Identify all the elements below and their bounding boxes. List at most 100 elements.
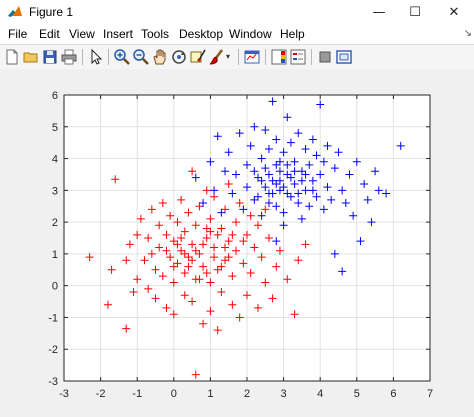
- plus-marker: [195, 202, 204, 211]
- menu-view[interactable]: View: [69, 27, 95, 41]
- toolbar-separator: [108, 49, 109, 65]
- data-points: [85, 97, 405, 379]
- plus-marker: [221, 205, 230, 214]
- plus-marker: [180, 249, 189, 258]
- y-tick-label: 0: [52, 281, 58, 293]
- pan-hand-icon[interactable]: [151, 48, 169, 66]
- menu-window[interactable]: Window: [229, 27, 272, 41]
- plus-marker: [221, 243, 230, 252]
- plus-marker: [180, 291, 189, 300]
- figure-canvas[interactable]: -3 -2 -1 0 1 2 3 4 5 6 7 -3 -2 -1 0 1 2 3 4 5 6: [0, 69, 474, 417]
- plus-marker: [294, 199, 303, 208]
- plus-marker: [275, 176, 284, 185]
- insert-colorbar-icon[interactable]: [270, 48, 288, 66]
- plus-marker: [272, 237, 281, 246]
- menu-dock-arrow-icon[interactable]: ↘: [463, 28, 472, 39]
- menu-help[interactable]: Help: [280, 27, 305, 41]
- plus-marker: [312, 192, 321, 201]
- plus-marker: [250, 167, 259, 176]
- plus-marker: [297, 167, 306, 176]
- plus-marker: [235, 199, 244, 208]
- plus-marker: [261, 125, 270, 134]
- plus-marker: [217, 224, 226, 233]
- plus-marker: [243, 291, 251, 300]
- plus-marker: [250, 122, 259, 131]
- plus-marker: [275, 246, 284, 255]
- print-icon[interactable]: [60, 48, 78, 66]
- rotate-3d-icon[interactable]: [170, 48, 188, 66]
- plus-marker: [301, 145, 310, 154]
- maximize-button[interactable]: ☐: [409, 4, 421, 20]
- plus-marker: [173, 259, 182, 268]
- new-figure-icon[interactable]: [3, 48, 21, 66]
- menu-insert[interactable]: Insert: [103, 27, 134, 41]
- menu-bar: File Edit View Insert Tools Desktop Wind…: [0, 24, 474, 44]
- plus-marker: [85, 253, 94, 262]
- plus-marker: [261, 183, 270, 192]
- matlab-app-icon: [8, 6, 22, 17]
- plus-marker: [250, 243, 259, 252]
- plus-marker: [213, 265, 222, 274]
- plus-marker: [206, 307, 215, 316]
- plus-marker: [301, 240, 310, 249]
- plus-marker: [180, 268, 189, 277]
- plus-marker: [338, 267, 347, 276]
- plus-marker: [224, 253, 233, 262]
- brush-dropdown-arrow-icon[interactable]: ▾: [226, 52, 231, 61]
- plus-marker: [217, 288, 226, 297]
- plus-marker: [239, 237, 248, 246]
- x-tick-label: 0: [171, 388, 177, 400]
- plus-marker: [217, 208, 226, 217]
- plus-marker: [349, 211, 358, 220]
- plus-marker: [294, 256, 303, 265]
- plus-marker: [169, 310, 178, 319]
- plus-marker: [360, 179, 369, 188]
- plus-marker: [162, 303, 171, 312]
- plus-marker: [283, 160, 292, 169]
- figure-toolbar: ▾: [0, 44, 474, 70]
- plus-marker: [202, 234, 211, 242]
- menu-desktop[interactable]: Desktop: [179, 27, 224, 41]
- plus-marker: [341, 199, 350, 208]
- plus-marker: [177, 246, 186, 255]
- minimize-button[interactable]: —: [372, 4, 386, 20]
- plus-marker: [363, 195, 372, 204]
- plus-marker: [169, 278, 178, 287]
- x-tick-label: -1: [132, 388, 142, 400]
- plus-marker: [286, 138, 295, 147]
- plus-marker: [264, 145, 273, 154]
- plus-marker: [261, 164, 270, 173]
- close-button[interactable]: ✕: [448, 4, 460, 20]
- brush-icon[interactable]: [208, 48, 226, 66]
- data-cursor-icon[interactable]: [189, 48, 207, 66]
- plus-marker: [213, 230, 222, 239]
- plus-marker: [308, 186, 317, 195]
- plus-marker: [319, 205, 328, 214]
- plus-marker: [297, 214, 306, 223]
- zoom-out-icon[interactable]: [132, 48, 150, 66]
- show-plot-tools-icon[interactable]: [335, 48, 353, 66]
- plus-marker: [191, 221, 200, 230]
- y-tick-label: -3: [48, 376, 58, 388]
- plus-marker: [188, 256, 197, 265]
- zoom-in-icon[interactable]: [113, 48, 131, 66]
- plus-marker: [290, 167, 299, 176]
- plus-marker: [272, 202, 281, 211]
- open-file-icon[interactable]: [22, 48, 40, 66]
- plus-marker: [224, 237, 233, 246]
- plus-marker: [195, 249, 204, 258]
- insert-legend-icon[interactable]: [289, 48, 307, 66]
- plus-marker: [294, 129, 303, 138]
- scatter-plot[interactable]: -3 -2 -1 0 1 2 3 4 5 6 7 -3 -2 -1 0 1 2 3 4 5 6: [0, 69, 474, 417]
- plus-marker: [243, 230, 251, 239]
- menu-edit[interactable]: Edit: [39, 27, 60, 41]
- edit-plot-arrow-icon[interactable]: [87, 48, 105, 66]
- plus-marker: [111, 175, 120, 184]
- hide-plot-tools-icon[interactable]: [316, 48, 334, 66]
- plus-marker: [264, 199, 273, 208]
- link-plot-icon[interactable]: [243, 48, 261, 66]
- save-icon[interactable]: [41, 48, 59, 66]
- menu-tools[interactable]: Tools: [141, 27, 170, 41]
- menu-file[interactable]: File: [8, 27, 28, 41]
- plus-marker: [367, 218, 376, 227]
